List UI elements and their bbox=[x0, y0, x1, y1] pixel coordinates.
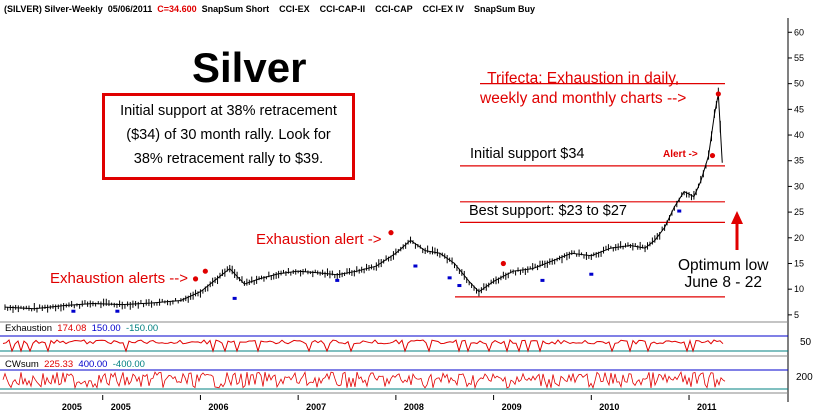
initial-support-annotation: Initial support $34 bbox=[470, 146, 585, 162]
exhaustion-name: Exhaustion bbox=[5, 323, 53, 334]
optimum-line: Optimum low bbox=[678, 257, 769, 274]
buy-signal bbox=[115, 309, 120, 313]
x-tick-label: 2008 bbox=[404, 402, 424, 412]
buy-signal bbox=[413, 264, 418, 268]
exhaustion-lower: -150.00 bbox=[125, 323, 159, 334]
exhaustion-axis-tick: 50 bbox=[800, 337, 812, 348]
note-line: ($34) of 30 month rally. Look for bbox=[126, 127, 331, 143]
exhaustion-signal bbox=[709, 152, 716, 159]
cwsum-name: CWsum bbox=[5, 359, 39, 370]
chart-header: (SILVER) Silver-Weekly 05/06/2011 C=34.6… bbox=[4, 4, 535, 14]
exhaustion-signal bbox=[500, 260, 506, 267]
buy-signal bbox=[447, 276, 452, 280]
exhaustion-line bbox=[2, 338, 724, 353]
x-tick-label: 2010 bbox=[599, 402, 619, 412]
buy-signal bbox=[457, 284, 462, 288]
y-tick-label: 20 bbox=[794, 233, 804, 243]
y-tick-label: 15 bbox=[794, 258, 804, 268]
time-axis: 2005 2005 2006 2007 2008 2009 2010 2011 bbox=[62, 395, 717, 412]
buy-signal bbox=[589, 272, 594, 276]
cwsum-value: 225.33 bbox=[44, 359, 74, 370]
close-label: C=34.600 bbox=[157, 4, 197, 14]
buy-signal bbox=[71, 309, 76, 313]
buy-signal bbox=[677, 209, 682, 213]
cwsum-panel-label: CWsum 225.33 400.00 -400.00 bbox=[5, 359, 145, 370]
y-tick-label: 55 bbox=[794, 53, 804, 63]
chart-title: Silver bbox=[192, 44, 307, 91]
retracement-note-box: Initial support at 38% retracement ($34)… bbox=[102, 93, 355, 180]
trifecta-annotation: Trifecta: Exhaustion in daily, weekly an… bbox=[480, 69, 686, 109]
price-axis: 5 10 15 20 25 30 35 40 45 50 55 60 bbox=[788, 27, 804, 320]
optimum-low-annotation: Optimum low June 8 - 22 bbox=[678, 257, 768, 291]
y-tick-label: 60 bbox=[794, 27, 804, 37]
cwsum-axis-tick: 200 bbox=[796, 372, 813, 383]
optimum-low-arrow-icon bbox=[731, 211, 743, 250]
x-tick-label: 2011 bbox=[697, 402, 717, 412]
y-tick-label: 10 bbox=[794, 284, 804, 294]
exhaustion-upper: 150.00 bbox=[91, 323, 121, 334]
x-tick-label: 2007 bbox=[306, 402, 326, 412]
trifecta-line: weekly and monthly charts --> bbox=[480, 90, 687, 107]
alert-annotation: Alert -> bbox=[663, 149, 698, 160]
price-series bbox=[4, 87, 723, 313]
y-tick-label: 45 bbox=[794, 104, 804, 114]
y-tick-label: 5 bbox=[794, 310, 799, 320]
x-tick-label: 2005 bbox=[62, 402, 82, 412]
exhaustion-alerts-annotation: Exhaustion alerts --> bbox=[50, 270, 188, 287]
x-tick-label: 2006 bbox=[208, 402, 228, 412]
buy-signal bbox=[232, 296, 237, 300]
x-tick-label: 2005 bbox=[111, 402, 131, 412]
exhaustion-signal bbox=[715, 91, 721, 97]
buy-signal bbox=[540, 278, 545, 282]
y-tick-label: 35 bbox=[794, 156, 804, 166]
trifecta-line: Trifecta: Exhaustion in daily, bbox=[487, 70, 680, 87]
support-lines bbox=[455, 83, 725, 298]
exhaustion-signal bbox=[388, 230, 394, 236]
note-line: Initial support at 38% retracement bbox=[120, 103, 337, 119]
best-support-annotation: Best support: $23 to $27 bbox=[469, 203, 627, 219]
buy-signal bbox=[335, 278, 340, 282]
exhaustion-alert-annotation: Exhaustion alert -> bbox=[256, 231, 382, 248]
x-tick-label: 2009 bbox=[502, 402, 522, 412]
y-tick-label: 25 bbox=[794, 207, 804, 217]
exhaustion-value: 174.08 bbox=[57, 323, 87, 334]
y-tick-label: 40 bbox=[794, 130, 804, 140]
signal-markers bbox=[71, 91, 721, 313]
symbol-label: (SILVER) Silver-Weekly bbox=[4, 4, 103, 14]
optimum-line: June 8 - 22 bbox=[684, 274, 762, 291]
studies-label: SnapSum Short CCI-EX CCI-CAP-II CCI-CAP … bbox=[201, 4, 535, 14]
date-label: 05/06/2011 bbox=[107, 4, 153, 14]
exhaustion-signal bbox=[192, 276, 199, 282]
y-tick-label: 50 bbox=[794, 79, 804, 89]
cwsum-upper: 400.00 bbox=[78, 359, 108, 370]
note-line: 38% retracement rally to $39. bbox=[133, 151, 324, 167]
exhaustion-signal bbox=[202, 268, 208, 274]
exhaustion-panel-label: Exhaustion 174.08 150.00 -150.00 bbox=[5, 323, 158, 334]
chart-frame bbox=[0, 18, 789, 402]
y-tick-label: 30 bbox=[794, 181, 804, 191]
cwsum-lower: -400.00 bbox=[112, 359, 145, 370]
cwsum-line bbox=[2, 370, 726, 390]
indicator-panels bbox=[0, 335, 788, 390]
